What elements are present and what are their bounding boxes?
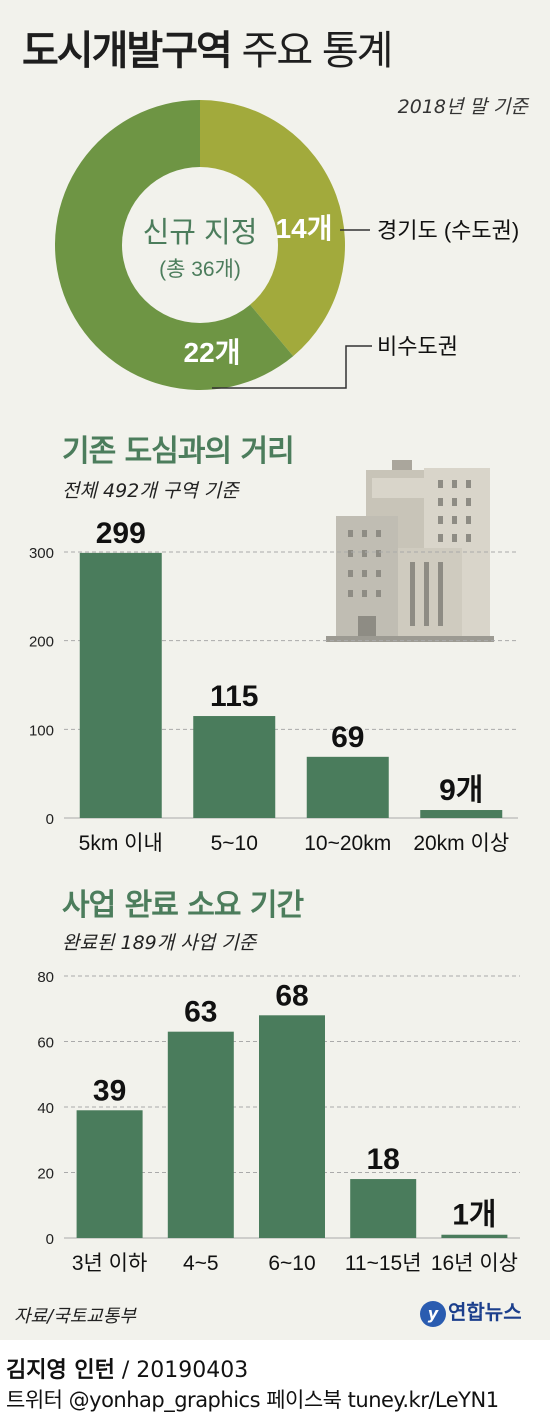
credit-line: 김지영 인턴 / 20190403 [6,1352,248,1384]
duration-y-tick-label: 40 [37,1100,54,1117]
duration-y-tick-label: 20 [37,1166,54,1183]
distance-bar [193,716,276,818]
duration-y-tick-label: 80 [37,969,54,986]
distance-value-label: 115 [210,680,258,713]
distance-value-label: 9개 [439,774,483,807]
section1-title: 기존 도심과의 거리 [62,434,295,469]
page-title: 도시개발구역 주요 통계 [22,18,394,76]
duration-category-label: 16년 이상 [431,1252,518,1275]
title-light: 주요 통계 [241,28,394,74]
donut-center-total: (총 36개) [159,258,241,281]
distance-value-label: 299 [96,517,146,550]
section2-title: 사업 완료 소요 기간 [62,888,304,923]
distance-y-tick-label: 200 [29,634,54,651]
donut-noncapital-value: 22개 [184,337,241,368]
section1-subtitle: 전체 492개 구역 기준 [62,480,239,502]
donut-capital-value: 14개 [276,213,333,244]
buildings-icon [326,460,494,642]
duration-bar [76,1110,143,1238]
distance-category-label: 5km 이내 [79,832,163,855]
distance-y-tick-label: 300 [29,545,54,562]
agency-logo: y 연합뉴스 [420,1296,522,1327]
social-line: 트위터 @yonhap_graphics 페이스북 tuney.kr/LeYN1 [6,1388,499,1412]
source-note: 자료/국토교통부 [14,1306,136,1327]
distance-value-label: 69 [331,721,364,754]
duration-bar [441,1234,508,1238]
donut-hole [122,167,278,323]
duration-y-tick-label: 0 [46,1231,54,1248]
distance-bar-chart: 0 100 200 300 299 5km 이내 115 5~10 69 10~20km 9개 20k… [29,460,518,855]
section2-subtitle: 완료된 189개 사업 기준 [62,932,257,954]
noncapital-legend: 비수도권 [377,334,458,359]
donut-chart: 신규 지정 (총 36개) 14개 22개 경기도 (수도권) 비수도권 [54,100,519,390]
duration-bar [167,1031,234,1238]
duration-category-label: 4~5 [183,1252,219,1275]
capital-legend: 경기도 (수도권) [377,218,519,243]
distance-category-label: 20km 이상 [413,832,509,855]
duration-bar [259,1015,325,1238]
duration-y-tick-label: 60 [37,1035,54,1052]
distance-category-label: 5~10 [211,832,258,855]
duration-category-label: 6~10 [268,1252,315,1275]
credit-author: 김지영 인턴 [6,1358,115,1383]
distance-bar [79,552,162,818]
duration-category-label: 3년 이하 [72,1252,147,1275]
distance-y-tick-label: 0 [46,811,54,828]
logo-text: 연합뉴스 [448,1300,522,1324]
duration-value-label: 1개 [452,1199,496,1232]
distance-bar [420,810,503,818]
duration-category-label: 11~15년 [345,1252,422,1275]
distance-category-label: 10~20km [304,832,391,855]
noncapital-leader-line [212,345,372,389]
duration-value-label: 39 [93,1074,126,1107]
distance-bar [306,756,389,818]
title-bold: 도시개발구역 [22,28,233,74]
credit-date: / 20190403 [114,1358,249,1383]
logo-mark: y [420,1300,446,1327]
duration-bar [350,1179,417,1238]
duration-bar-chart: 0 20 40 60 80 39 3년 이하 63 4~5 68 6~10 18 11~15년 1개 16년… [37,969,520,1275]
duration-value-label: 63 [184,996,217,1029]
donut-center-label: 신규 지정 [143,217,258,249]
duration-value-label: 68 [275,979,308,1012]
distance-y-tick-label: 100 [29,722,54,739]
basis-note: 2018년 말 기준 [397,96,528,118]
duration-value-label: 18 [367,1143,400,1176]
